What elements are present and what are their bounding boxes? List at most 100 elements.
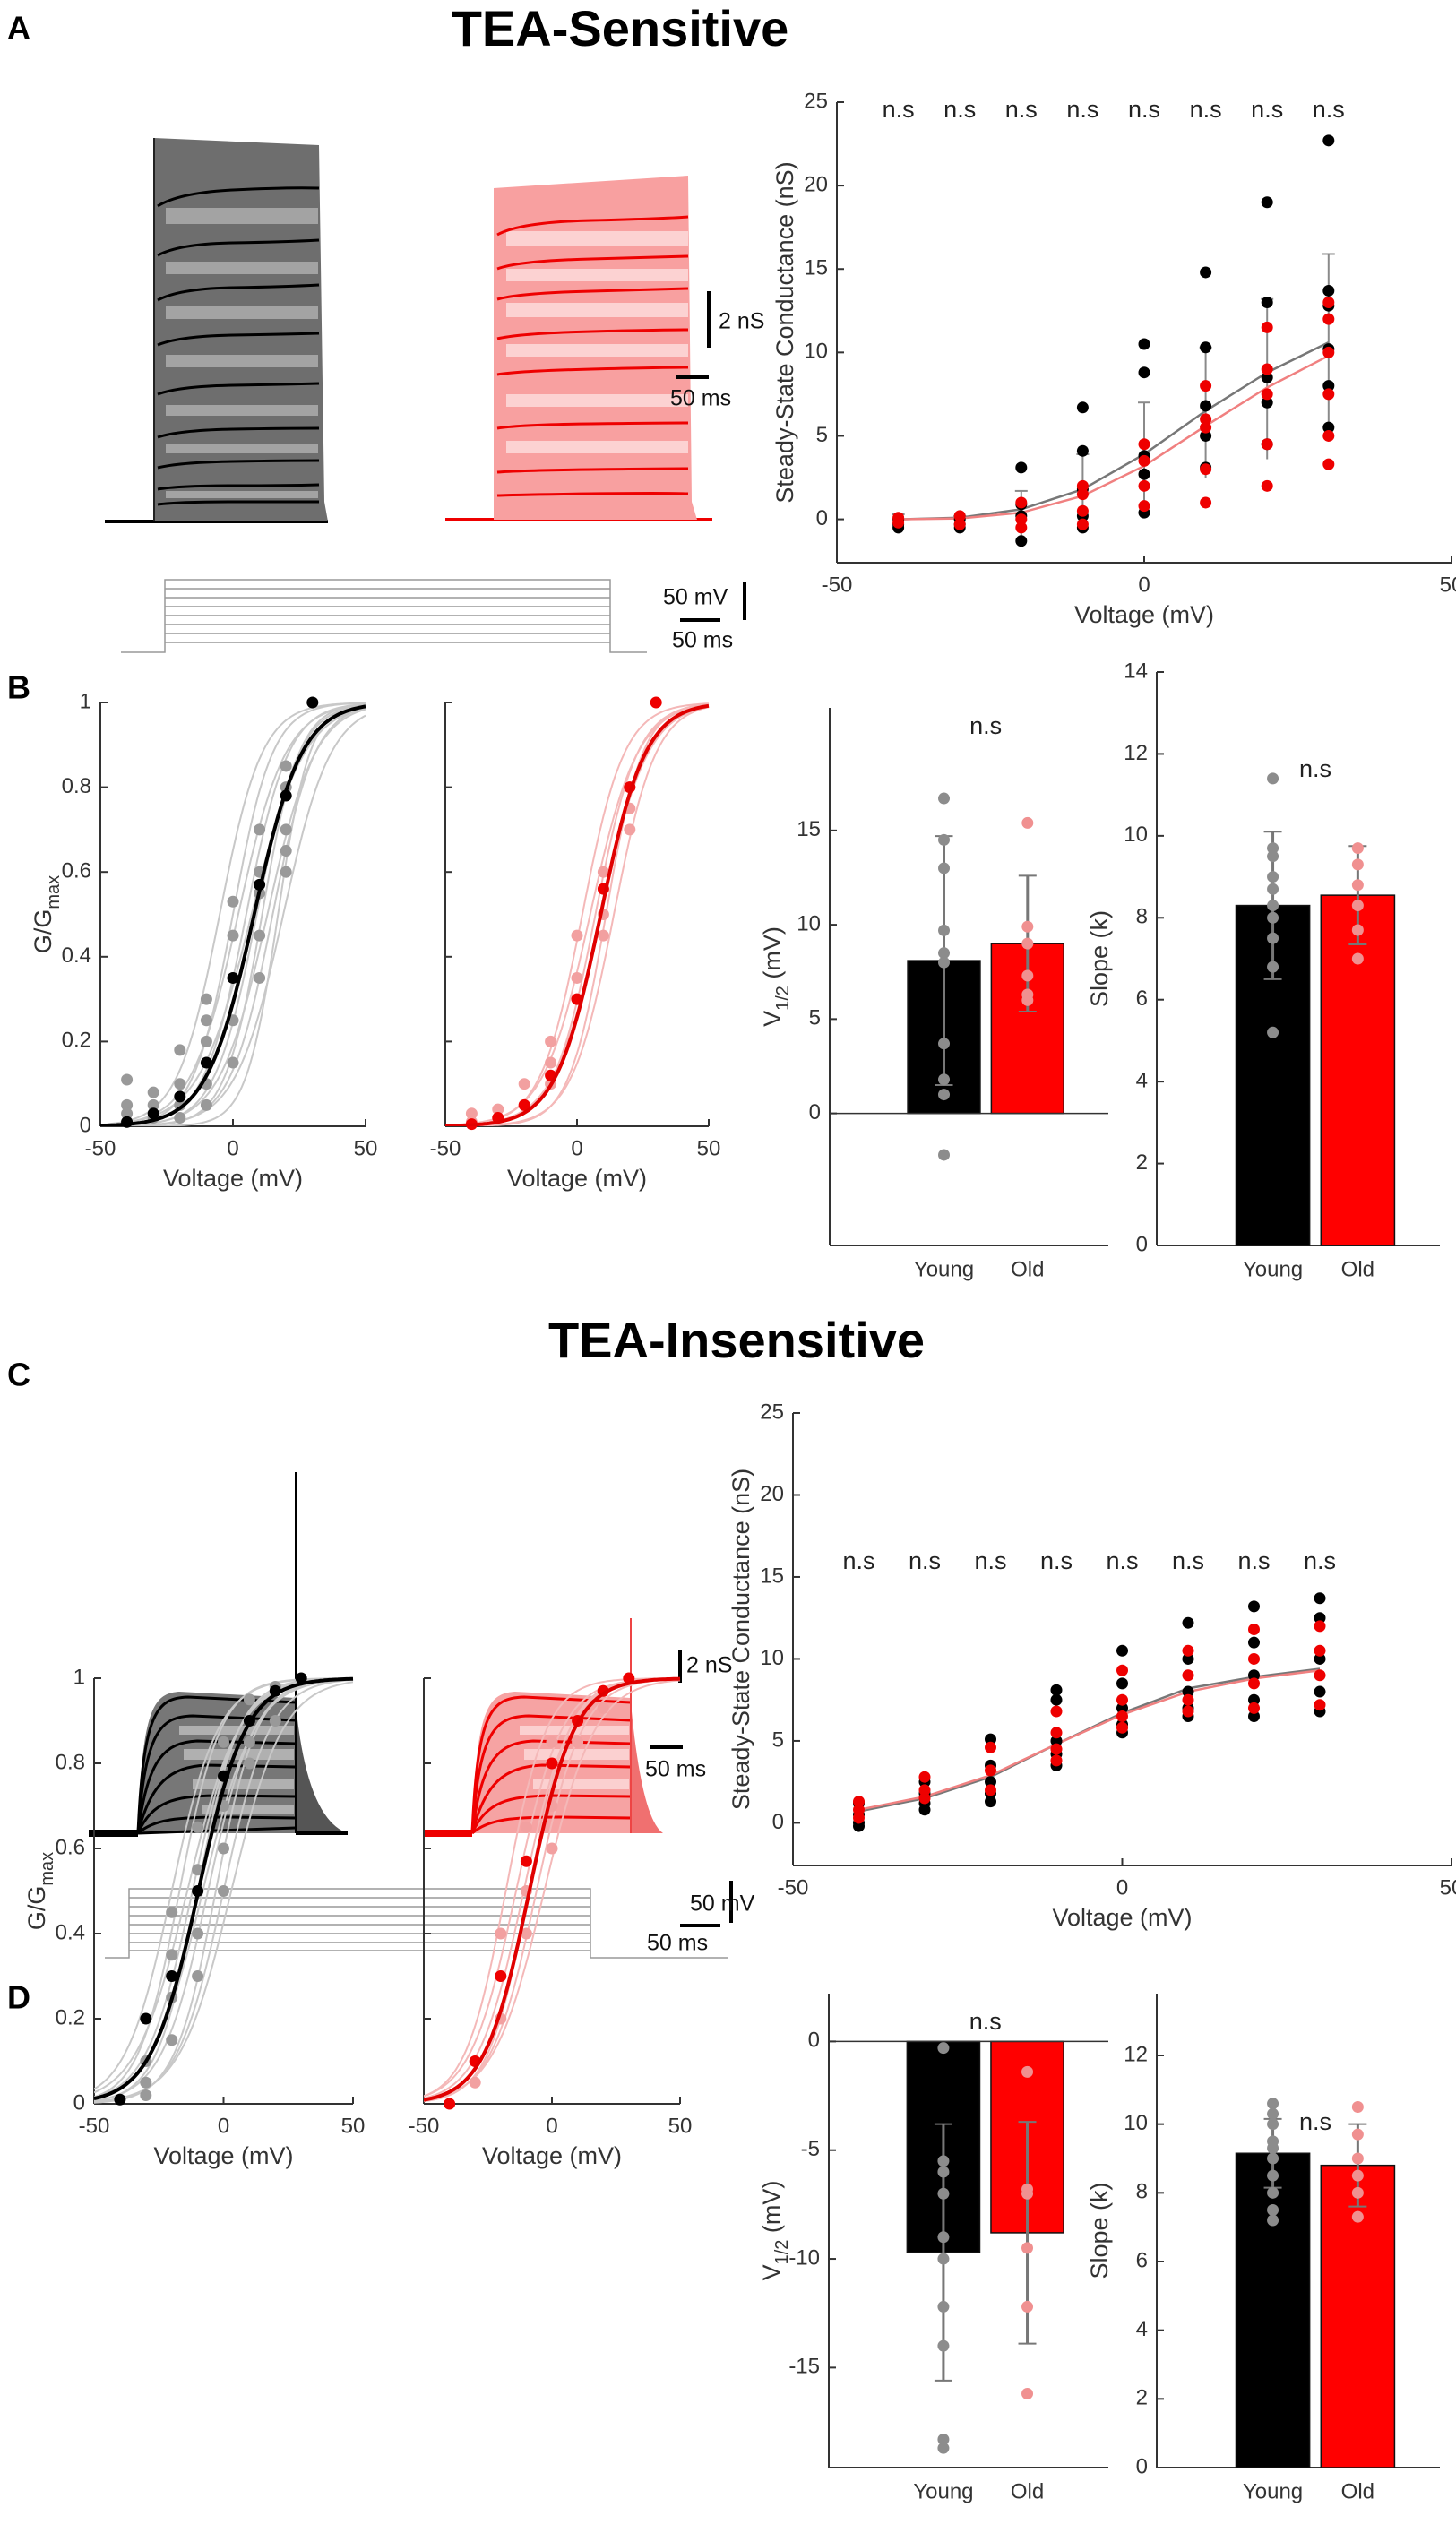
data-point	[1261, 388, 1273, 401]
data-point	[1021, 937, 1034, 950]
y-axis-label-part: G/G	[23, 1886, 50, 1931]
data-point	[1267, 900, 1279, 912]
data-point	[520, 1821, 532, 1833]
data-point	[918, 1784, 931, 1796]
significance-label: n.s	[1040, 1547, 1073, 1574]
y-tick-label: 0.8	[56, 1750, 85, 1774]
data-point	[1248, 1677, 1260, 1690]
data-point	[624, 823, 636, 836]
data-point	[938, 833, 951, 846]
data-point	[254, 971, 266, 984]
x-tick-label: -50	[409, 2114, 440, 2138]
fit-line	[898, 354, 1330, 521]
data-point	[1351, 900, 1364, 912]
data-point	[200, 1056, 212, 1069]
y-tick-label: 10	[1124, 823, 1148, 847]
data-point	[1182, 1616, 1194, 1629]
data-point	[227, 929, 239, 942]
y-tick-label: 20	[760, 1482, 784, 1506]
data-point	[938, 947, 951, 960]
x-tick-label: -50	[822, 573, 853, 597]
y-tick-label: 0.4	[56, 1920, 85, 1944]
data-point	[953, 518, 966, 530]
data-point	[469, 2076, 481, 2089]
significance-label: n.s	[1237, 1547, 1270, 1574]
significance-label: n.s	[1299, 2108, 1331, 2135]
data-point	[1050, 1743, 1063, 1755]
significance-label: n.s	[1251, 96, 1283, 123]
scale-label: 2 nS	[686, 1653, 732, 1678]
fit-curve	[100, 707, 366, 1126]
y-axis-label: G/Gmax	[23, 1852, 57, 1930]
data-point	[546, 1736, 558, 1748]
y-tick-label: 20	[804, 172, 828, 196]
data-point	[295, 1672, 307, 1684]
x-tick-label: Old	[1341, 1257, 1374, 1281]
data-point	[1351, 2210, 1364, 2223]
y-tick-label: 15	[804, 256, 828, 280]
y-tick-label: 10	[1124, 2111, 1148, 2135]
data-point	[1267, 871, 1279, 883]
y-axis-label: Slope (k)	[1086, 2182, 1113, 2279]
x-tick-label: 50	[1440, 1875, 1456, 1900]
y-axis-label-part: Steady-State Conductance (nS)	[728, 1469, 754, 1810]
data-point	[937, 2166, 950, 2178]
y-tick-label: 4	[1136, 2317, 1148, 2341]
data-point	[1182, 1693, 1194, 1706]
data-point	[518, 1098, 530, 1111]
data-point	[1138, 338, 1150, 350]
data-point	[200, 1098, 212, 1111]
data-point	[546, 1842, 558, 1855]
data-point	[1267, 961, 1279, 973]
x-axis-label: Voltage (mV)	[482, 2142, 622, 2169]
y-tick-label: 6	[1136, 2248, 1148, 2272]
y-tick-label: 5	[772, 1727, 784, 1752]
data-point	[1267, 2204, 1279, 2216]
data-point	[1200, 496, 1212, 509]
data-point	[937, 2433, 950, 2445]
data-point	[1116, 1644, 1128, 1657]
y-axis-label-sub: 1/2	[772, 2240, 792, 2265]
data-point	[1322, 313, 1335, 325]
data-point	[1200, 380, 1212, 392]
data-point	[1261, 371, 1273, 383]
x-tick-label: 50	[668, 2114, 693, 2138]
fit-curve	[94, 1681, 354, 2103]
x-tick-label: -50	[430, 1136, 461, 1160]
data-point	[218, 1842, 229, 1855]
data-point	[1015, 535, 1028, 547]
data-point	[985, 1733, 996, 1745]
significance-label: n.s	[974, 1547, 1006, 1574]
y-tick-label: 10	[797, 911, 821, 935]
data-point	[495, 1970, 507, 1982]
data-point	[546, 1757, 558, 1770]
mean-fit-curve	[424, 1676, 681, 2102]
data-point	[140, 2012, 152, 2025]
section-title: TEA-Sensitive	[452, 0, 789, 56]
data-point	[1200, 400, 1212, 412]
scale-label: 50 ms	[645, 1757, 706, 1782]
data-point	[306, 696, 319, 709]
scale-label: 2 nS	[719, 309, 764, 334]
data-point	[918, 1792, 931, 1805]
data-point	[1076, 488, 1089, 501]
data-point	[853, 1796, 865, 1808]
data-point	[192, 1864, 204, 1876]
current-traces-old	[445, 176, 712, 521]
y-tick-label: 10	[804, 340, 828, 364]
data-point	[1200, 463, 1212, 476]
significance-label: n.s	[969, 712, 1002, 739]
data-point	[1138, 479, 1150, 492]
data-point	[1116, 1693, 1128, 1706]
y-axis-label-sub: max	[38, 1852, 57, 1886]
y-axis-label: G/Gmax	[30, 875, 64, 953]
data-point	[1116, 1677, 1128, 1690]
data-point	[1021, 2065, 1034, 2078]
data-point	[1248, 1710, 1260, 1722]
y-axis-label: Steady-State Conductance (nS)	[771, 161, 798, 503]
data-point	[1248, 1669, 1260, 1682]
y-tick-label: 0	[808, 2029, 820, 2053]
data-point	[1267, 2118, 1279, 2131]
data-point	[280, 760, 292, 772]
data-point	[1076, 518, 1089, 530]
